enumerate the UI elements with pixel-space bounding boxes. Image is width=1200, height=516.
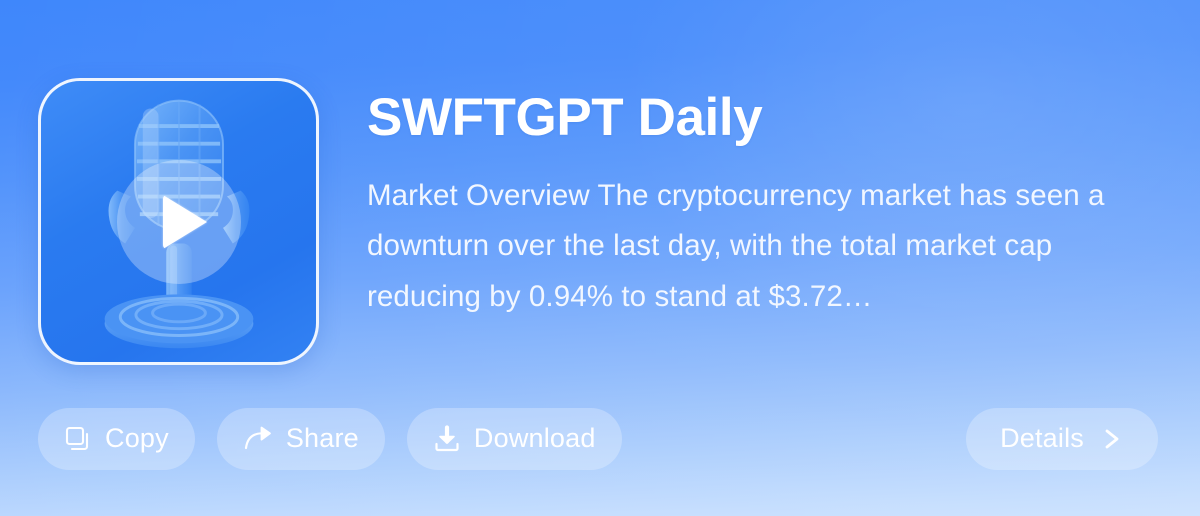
chevron-right-icon: [1102, 425, 1124, 453]
episode-thumbnail[interactable]: [38, 78, 319, 365]
download-button-label: Download: [473, 422, 596, 453]
share-button-label: Share: [285, 422, 359, 453]
copy-button-label: Copy: [105, 422, 169, 453]
share-button[interactable]: Share: [216, 408, 385, 470]
action-bar: Copy Share: [38, 408, 1158, 470]
copy-icon: [64, 425, 92, 453]
page-title: SWFTGPT Daily: [367, 88, 763, 147]
copy-button[interactable]: Copy: [38, 408, 195, 470]
play-icon[interactable]: [116, 159, 241, 284]
details-button-label: Details: [1000, 422, 1084, 453]
download-icon: [433, 425, 461, 453]
action-bar-right: Details: [966, 408, 1158, 470]
details-button[interactable]: Details: [966, 408, 1158, 470]
episode-summary: Market Overview The cryptocurrency marke…: [367, 178, 1105, 313]
download-button[interactable]: Download: [406, 408, 622, 470]
action-bar-left: Copy Share: [38, 408, 622, 470]
share-icon: [243, 425, 273, 453]
episode-text-block: SWFTGPT Daily Market Overview The crypto…: [367, 88, 1167, 322]
play-triangle: [162, 194, 207, 249]
